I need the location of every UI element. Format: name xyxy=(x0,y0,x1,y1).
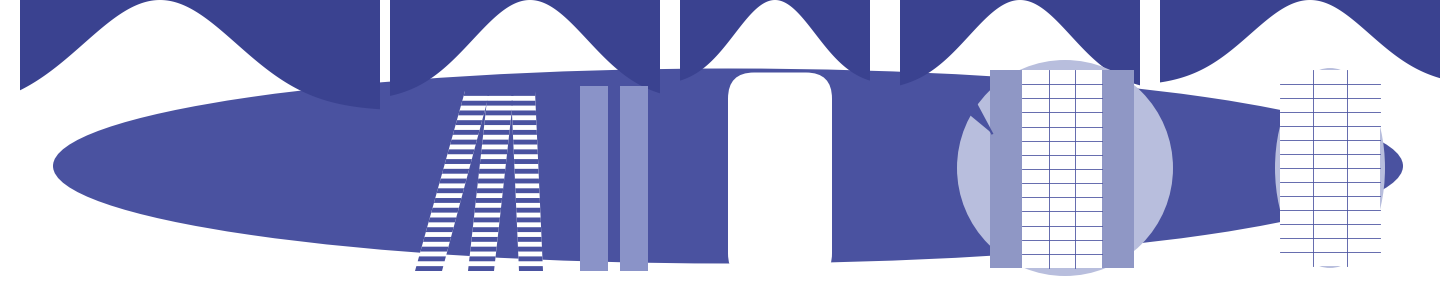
Ellipse shape xyxy=(52,69,1404,263)
Polygon shape xyxy=(415,266,443,271)
Polygon shape xyxy=(518,257,543,261)
Polygon shape xyxy=(485,120,511,125)
Polygon shape xyxy=(511,91,543,271)
Bar xyxy=(990,70,1022,268)
Polygon shape xyxy=(443,169,469,174)
Polygon shape xyxy=(946,77,992,133)
Polygon shape xyxy=(515,198,540,203)
Polygon shape xyxy=(469,257,495,261)
Polygon shape xyxy=(480,149,508,154)
Polygon shape xyxy=(513,110,536,115)
Polygon shape xyxy=(418,257,446,261)
Polygon shape xyxy=(478,178,504,183)
Polygon shape xyxy=(486,101,513,106)
Polygon shape xyxy=(425,227,454,232)
Polygon shape xyxy=(450,140,478,144)
Bar xyxy=(620,86,648,271)
Polygon shape xyxy=(513,140,537,144)
Polygon shape xyxy=(431,208,459,212)
Polygon shape xyxy=(428,217,456,222)
Circle shape xyxy=(957,60,1174,276)
Polygon shape xyxy=(434,198,462,203)
Polygon shape xyxy=(1160,0,1440,82)
Polygon shape xyxy=(475,208,501,212)
Polygon shape xyxy=(517,208,540,212)
Polygon shape xyxy=(518,266,543,271)
Polygon shape xyxy=(518,247,542,252)
Polygon shape xyxy=(470,247,496,252)
Polygon shape xyxy=(20,0,380,109)
Polygon shape xyxy=(485,110,513,115)
Polygon shape xyxy=(680,0,871,81)
Polygon shape xyxy=(453,130,479,135)
Polygon shape xyxy=(447,149,475,154)
Polygon shape xyxy=(462,101,488,106)
Polygon shape xyxy=(473,217,499,222)
Bar xyxy=(1102,70,1134,268)
Polygon shape xyxy=(513,120,536,125)
Polygon shape xyxy=(472,227,499,232)
Bar xyxy=(579,86,609,271)
Polygon shape xyxy=(900,0,1140,85)
Polygon shape xyxy=(415,91,491,271)
Polygon shape xyxy=(467,91,514,271)
Polygon shape xyxy=(513,130,537,135)
Polygon shape xyxy=(444,159,472,164)
Polygon shape xyxy=(482,140,508,144)
Polygon shape xyxy=(476,198,502,203)
Polygon shape xyxy=(424,237,451,242)
Polygon shape xyxy=(515,188,540,193)
Polygon shape xyxy=(511,91,536,96)
Polygon shape xyxy=(514,159,539,164)
Polygon shape xyxy=(421,247,448,252)
Ellipse shape xyxy=(1275,68,1385,268)
Polygon shape xyxy=(476,188,504,193)
Polygon shape xyxy=(437,188,464,193)
Polygon shape xyxy=(514,149,537,154)
Polygon shape xyxy=(517,227,542,232)
Polygon shape xyxy=(517,237,542,242)
Polygon shape xyxy=(480,159,507,164)
Polygon shape xyxy=(479,169,505,174)
Polygon shape xyxy=(467,266,495,271)
Polygon shape xyxy=(511,101,536,106)
Polygon shape xyxy=(515,178,539,183)
Polygon shape xyxy=(488,91,514,96)
Polygon shape xyxy=(390,0,660,96)
Polygon shape xyxy=(472,237,498,242)
Polygon shape xyxy=(463,91,491,96)
Bar xyxy=(1280,70,1380,266)
Polygon shape xyxy=(459,110,485,115)
FancyBboxPatch shape xyxy=(728,72,831,279)
Polygon shape xyxy=(440,178,467,183)
Polygon shape xyxy=(456,120,482,125)
Polygon shape xyxy=(514,169,539,174)
Polygon shape xyxy=(517,217,540,222)
Polygon shape xyxy=(483,130,510,135)
Bar xyxy=(1022,70,1102,268)
